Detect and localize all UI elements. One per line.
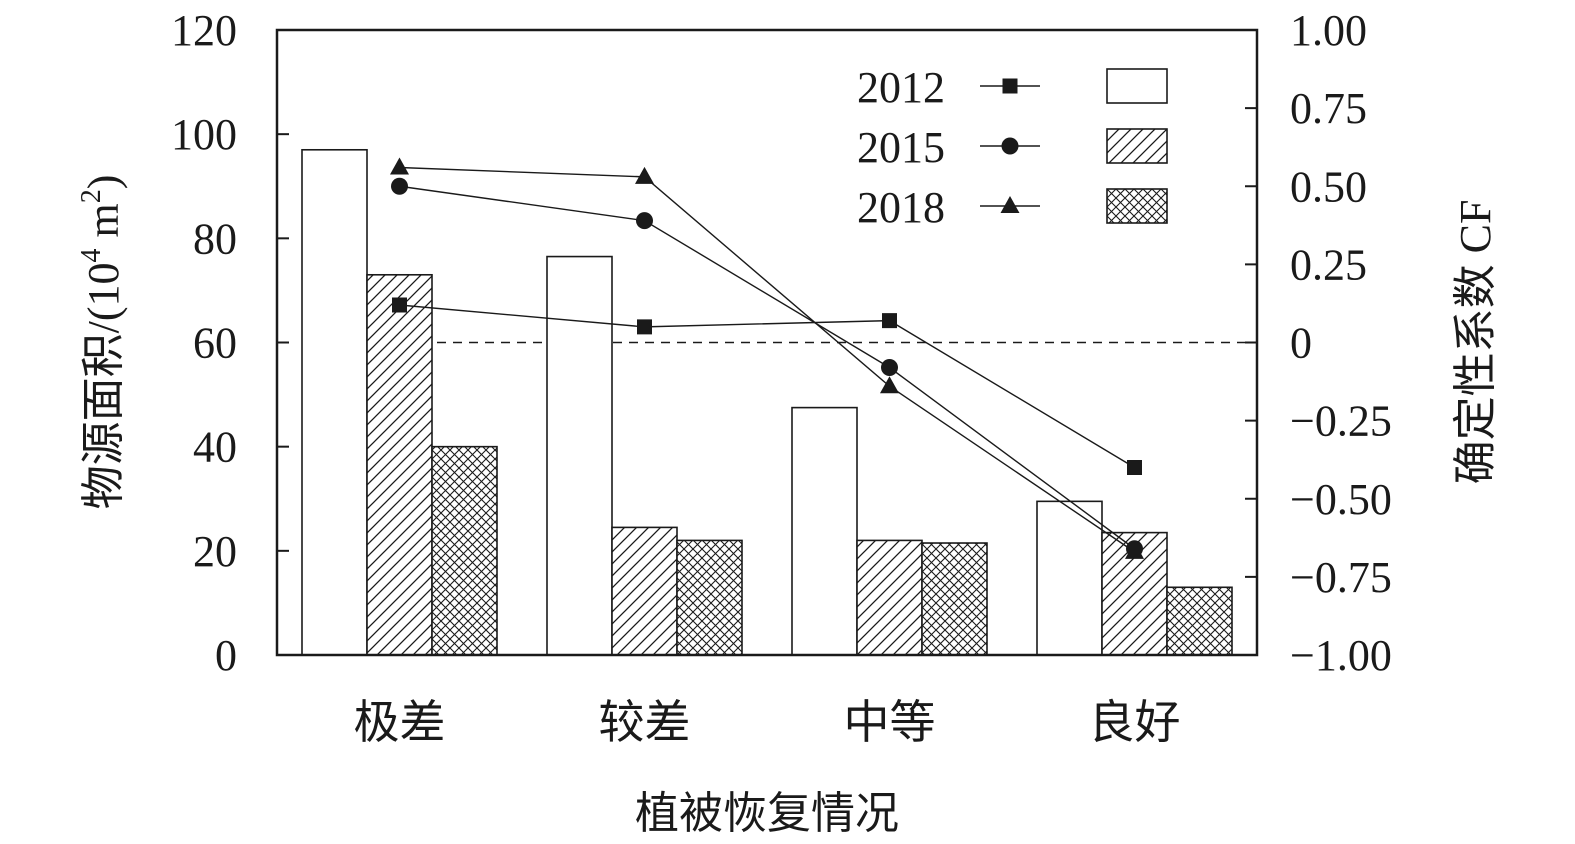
- markers-layer: [390, 157, 1144, 559]
- right-tick-label: 0.75: [1290, 84, 1367, 133]
- bar-2015-2: [611, 526, 678, 656]
- right-tick-label: −0.75: [1290, 553, 1392, 602]
- cf-point-2015-2: [636, 212, 653, 230]
- right-tick-label: 0.50: [1290, 162, 1367, 211]
- left-tick-label: 0: [215, 631, 237, 680]
- right-tick-label: 1.00: [1290, 6, 1367, 55]
- legend-label-2012: 2012: [857, 63, 945, 112]
- cf-point-2015-1: [391, 177, 408, 195]
- cf-point-2018-1: [390, 157, 409, 175]
- category-labels: 极差 较差 中等 良好: [354, 697, 1181, 748]
- cf-line-2012: [399, 304, 1135, 469]
- legend-label-2015: 2015: [857, 123, 945, 172]
- legend-marker-2015: [1001, 137, 1019, 155]
- legend-marker-2012: [1002, 78, 1018, 94]
- cf-line-2018: [399, 166, 1135, 553]
- lines-layer: [399, 166, 1135, 553]
- cf-point-2012-2: [637, 319, 652, 335]
- y-right-axis-title: 确定性系数 CF: [1451, 200, 1500, 485]
- cf-point-2012-1: [392, 297, 407, 313]
- bars-layer: [301, 148, 1233, 656]
- legend-swatch-2012: [1106, 68, 1168, 104]
- bar-2018-2: [676, 539, 743, 656]
- cf-point-2018-3: [880, 376, 899, 394]
- left-tick-label: 80: [193, 214, 237, 263]
- right-tick-label: −0.25: [1290, 397, 1392, 446]
- cf-point-2012-3: [882, 313, 897, 329]
- category-label: 中等: [844, 697, 936, 748]
- right-tick-label: −0.50: [1290, 475, 1392, 524]
- category-label: 良好: [1089, 697, 1181, 748]
- legend: 2012 2015 2018: [857, 63, 1168, 232]
- bar-2018-3: [921, 542, 988, 656]
- bar-2012-4: [1036, 500, 1103, 656]
- bar-2018-4: [1166, 586, 1233, 656]
- bar-2018-1: [431, 445, 498, 656]
- legend-marker-2018: [1000, 196, 1020, 213]
- cf-point-2018-2: [635, 166, 654, 184]
- category-label: 极差: [354, 697, 446, 748]
- legend-swatch-2018: [1106, 188, 1168, 224]
- bar-2015-1: [366, 273, 433, 656]
- legend-swatch-2015: [1106, 128, 1168, 164]
- x-axis-title: 植被恢复情况: [635, 789, 899, 838]
- cf-line-2015: [399, 185, 1135, 550]
- bar-2015-3: [856, 539, 923, 656]
- left-tick-label: 40: [193, 423, 237, 472]
- left-tick-label: 120: [171, 6, 237, 55]
- right-axis-ticks: −1.00 −0.75 −0.50 −0.25 0 0.25 0.50 0.75 1.00: [1245, 6, 1392, 680]
- left-tick-label: 20: [193, 527, 237, 576]
- left-tick-label: 60: [193, 319, 237, 368]
- right-tick-label: 0: [1290, 319, 1312, 368]
- y-left-axis-title: 物源面积/(104 m2): [76, 175, 128, 510]
- legend-label-2018: 2018: [857, 183, 945, 232]
- bar-2012-1: [301, 148, 368, 656]
- bar-2012-3: [791, 406, 858, 656]
- cf-point-2015-3: [881, 359, 898, 376]
- cf-point-2018-4: [1125, 541, 1144, 559]
- left-axis-ticks: 0 20 40 60 80 100 120: [171, 6, 289, 680]
- cf-point-2012-4: [1127, 460, 1142, 475]
- right-tick-label: −1.00: [1290, 631, 1392, 680]
- bar-2012-2: [546, 255, 613, 656]
- left-tick-label: 100: [171, 110, 237, 159]
- category-label: 较差: [599, 697, 691, 748]
- right-tick-label: 0.25: [1290, 240, 1367, 289]
